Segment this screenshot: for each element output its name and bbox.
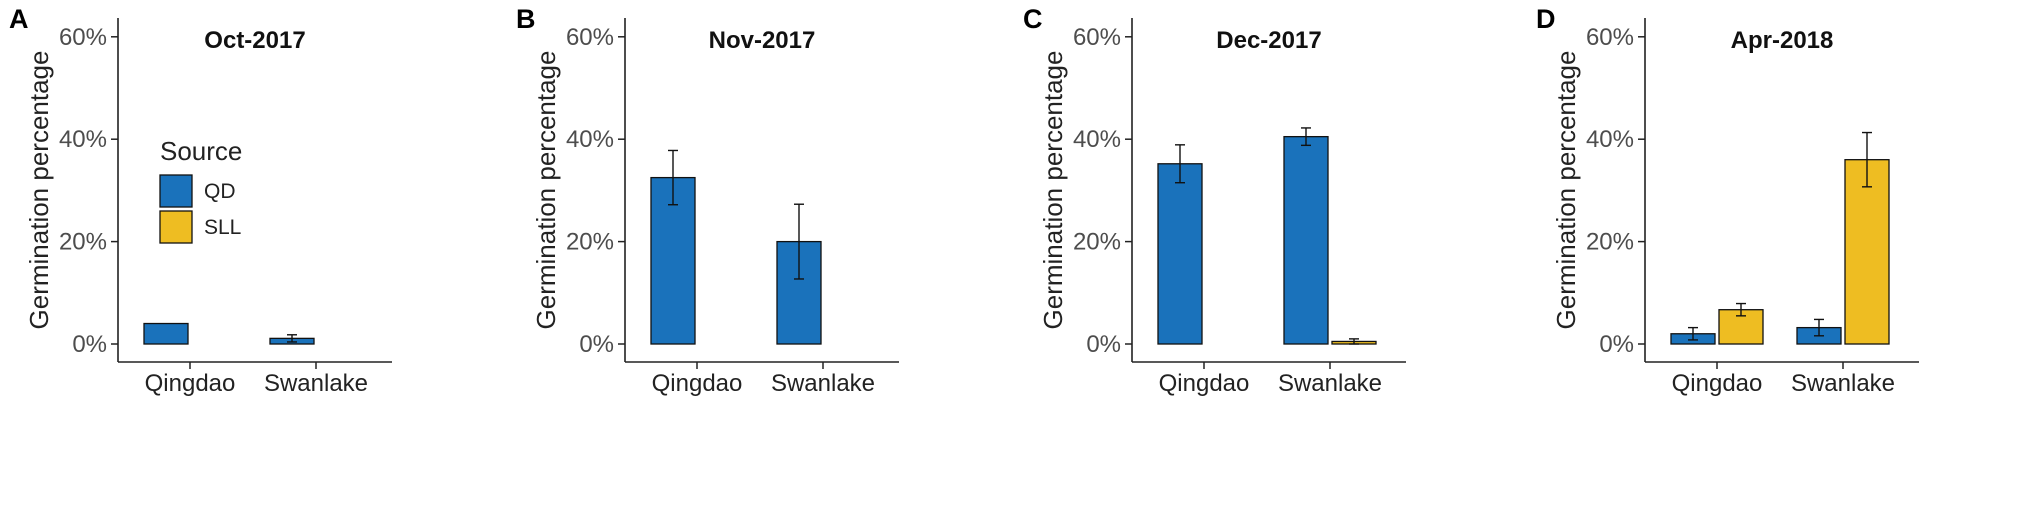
y-tick-label: 60% <box>59 24 107 51</box>
bar-sll-swanlake <box>1844 159 1890 345</box>
bar-qd-swanlake <box>1283 135 1329 345</box>
panel-B: B Nov-2017 0% 20% 40% 60%Germination percenta… <box>516 4 899 397</box>
y-tick-label: 60% <box>1586 24 1634 51</box>
y-tick-label: 20% <box>566 229 614 256</box>
y-tick-label: 40% <box>566 126 614 153</box>
x-tick-label: Qingdao <box>1672 370 1763 397</box>
x-tick-label: Qingdao <box>145 370 236 397</box>
panel-C: C Dec-2017 0% 20% 40% 60%Germination percenta… <box>1023 4 1406 397</box>
y-axis-title: Germination percentage <box>531 51 561 330</box>
x-tick-label: Qingdao <box>652 370 743 397</box>
y-tick-label: 20% <box>59 229 107 256</box>
legend-label-sll: SLL <box>204 216 241 239</box>
x-tick-label: Swanlake <box>771 370 875 397</box>
y-tick-label: 40% <box>1586 126 1634 153</box>
y-tick-label: 40% <box>59 126 107 153</box>
y-tick-label: 60% <box>566 24 614 51</box>
y-tick-label: 20% <box>1586 229 1634 256</box>
legend: Source QD SLL <box>159 136 242 244</box>
panel-title: Apr-2018 <box>1731 27 1834 54</box>
y-tick-label: 0% <box>579 331 614 358</box>
y-tick-label: 40% <box>1073 126 1121 153</box>
y-axis-title: Germination percentage <box>1038 51 1068 330</box>
y-tick-label: 0% <box>1086 331 1121 358</box>
bar-qd-qingdao <box>143 322 189 345</box>
x-tick-label: Swanlake <box>1791 370 1895 397</box>
panel-tag: C <box>1023 4 1043 34</box>
legend-swatch-sll <box>159 210 193 244</box>
panel-title: Dec-2017 <box>1216 27 1321 54</box>
x-tick-label: Swanlake <box>264 370 368 397</box>
panel-title: Oct-2017 <box>204 27 305 54</box>
y-tick-label: 20% <box>1073 229 1121 256</box>
x-tick-label: Swanlake <box>1278 370 1382 397</box>
panel-tag: B <box>516 4 536 34</box>
panel-tag: D <box>1536 4 1556 34</box>
legend-label-qd: QD <box>204 180 236 203</box>
y-tick-label: 60% <box>1073 24 1121 51</box>
panel-tag: A <box>9 4 29 34</box>
y-tick-label: 0% <box>1599 331 1634 358</box>
legend-title: Source <box>160 136 242 166</box>
panel-title: Nov-2017 <box>709 27 816 54</box>
panel-A: A Oct-2017 0% 20% 40% 60%Germination percenta… <box>9 4 392 397</box>
panel-D: D Apr-2018 0% 20% 40% 60%Germination percenta… <box>1536 4 1919 397</box>
y-axis-title: Germination percentage <box>1551 51 1581 330</box>
y-axis-title: Germination percentage <box>24 51 54 330</box>
x-tick-label: Qingdao <box>1159 370 1250 397</box>
y-tick-label: 0% <box>72 331 107 358</box>
legend-swatch-qd <box>159 174 193 208</box>
bar-qd-qingdao <box>1157 163 1203 345</box>
